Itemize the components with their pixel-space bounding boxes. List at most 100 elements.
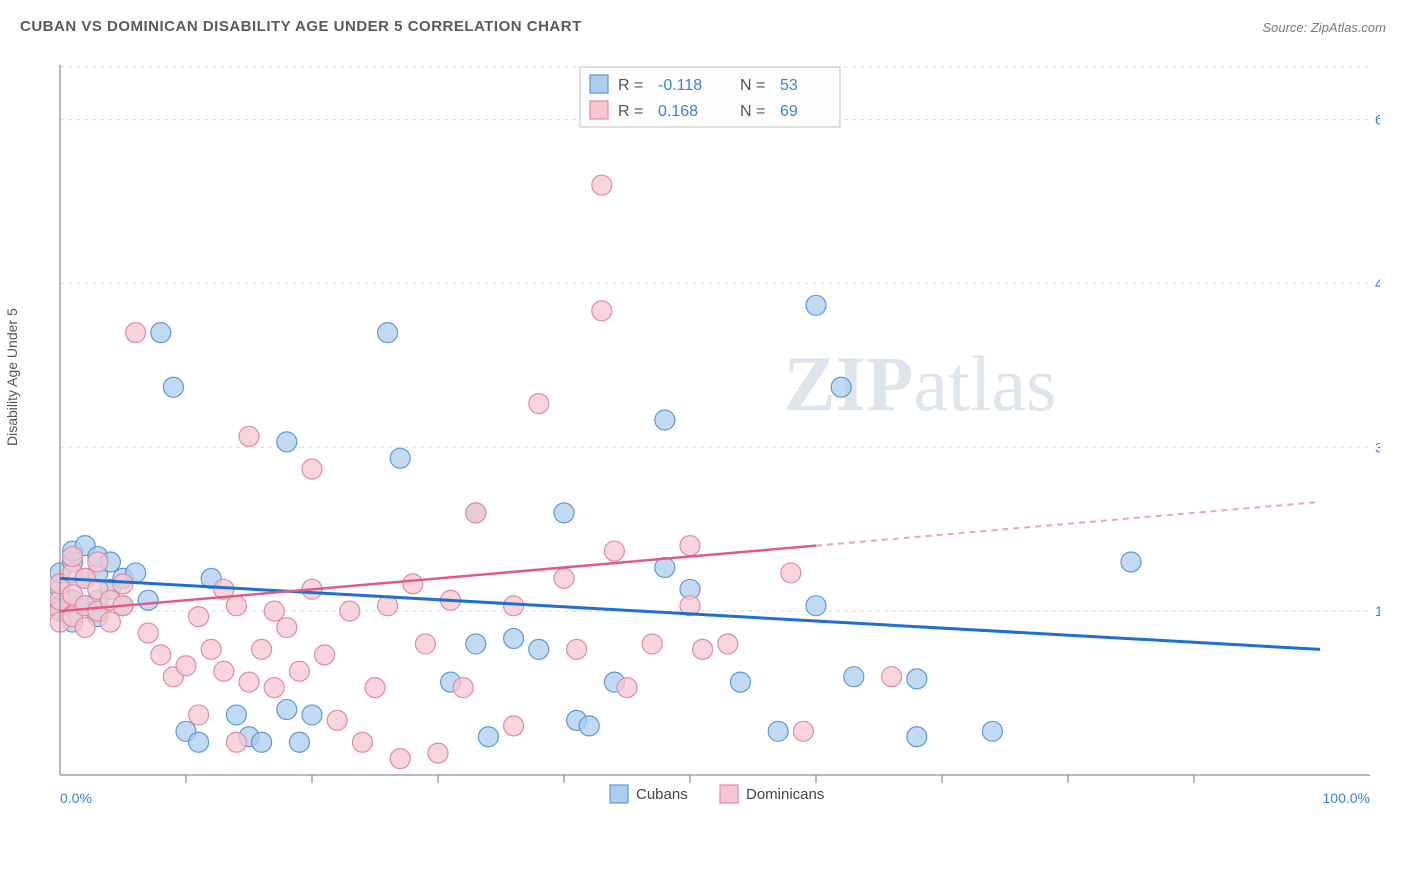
scatter-point <box>604 541 624 561</box>
trend-line-dominicans <box>60 546 816 612</box>
scatter-point <box>554 568 574 588</box>
scatter-point <box>768 721 788 741</box>
scatter-point <box>226 732 246 752</box>
scatter-point <box>226 596 246 616</box>
trend-line-dominicans-extrapolated <box>816 502 1320 546</box>
scatter-point <box>126 323 146 343</box>
scatter-point <box>1121 552 1141 572</box>
scatter-point <box>151 645 171 665</box>
scatter-point <box>504 628 524 648</box>
scatter-point <box>415 634 435 654</box>
scatter-point <box>239 426 259 446</box>
scatter-point <box>529 394 549 414</box>
scatter-point <box>315 645 335 665</box>
scatter-point <box>151 323 171 343</box>
scatter-point <box>176 656 196 676</box>
scatter-point <box>289 661 309 681</box>
scatter-point <box>189 705 209 725</box>
scatter-point <box>617 678 637 698</box>
scatter-point <box>226 705 246 725</box>
scatter-point <box>189 607 209 627</box>
scatter-point <box>907 669 927 689</box>
scatter-point <box>806 295 826 315</box>
source-credit: Source: ZipAtlas.com <box>1262 20 1386 35</box>
svg-text:N =: N = <box>740 77 765 94</box>
scatter-point <box>252 732 272 752</box>
scatter-point <box>730 672 750 692</box>
plot-area: 1.5% 3.0% 4.5% 6.0% ZIPatlas 0.0% 100.0% R = -0.… <box>50 55 1380 815</box>
scatter-point <box>466 503 486 523</box>
legend-label-dominicans: Dominicans <box>746 786 824 803</box>
scatter-point <box>428 743 448 763</box>
scatter-point <box>378 323 398 343</box>
scatter-point <box>113 574 133 594</box>
scatter-point <box>554 503 574 523</box>
scatter-point <box>277 618 297 638</box>
scatter-point <box>189 732 209 752</box>
scatter-point <box>201 639 221 659</box>
scatter-point <box>302 705 322 725</box>
scatter-point <box>214 661 234 681</box>
scatter-point <box>340 601 360 621</box>
scatter-point <box>100 612 120 632</box>
svg-text:ZIPatlas: ZIPatlas <box>784 340 1057 427</box>
source-label: Source: <box>1262 20 1310 35</box>
scatter-point <box>403 574 423 594</box>
scatter-point <box>327 710 347 730</box>
scatter-plot-svg: 1.5% 3.0% 4.5% 6.0% ZIPatlas 0.0% 100.0% R = -0.… <box>50 55 1380 815</box>
scatter-point <box>138 623 158 643</box>
svg-text:4.5%: 4.5% <box>1375 275 1380 291</box>
svg-text:R =: R = <box>618 103 643 120</box>
svg-text:R =: R = <box>618 77 643 94</box>
scatter-point <box>718 634 738 654</box>
y-axis-label: Disability Age Under 5 <box>4 308 20 446</box>
svg-text:0.168: 0.168 <box>658 103 698 120</box>
scatter-point <box>642 634 662 654</box>
scatter-point <box>982 721 1002 741</box>
scatter-point <box>529 639 549 659</box>
scatter-point <box>592 175 612 195</box>
scatter-point <box>504 716 524 736</box>
scatter-point <box>592 301 612 321</box>
scatter-point <box>289 732 309 752</box>
scatter-point <box>302 459 322 479</box>
svg-text:53: 53 <box>780 77 798 94</box>
scatter-point <box>390 749 410 769</box>
scatter-point <box>466 634 486 654</box>
legend-swatch-cubans <box>610 785 628 803</box>
scatter-point <box>277 699 297 719</box>
scatter-point <box>453 678 473 698</box>
scatter-point <box>138 590 158 610</box>
scatter-point <box>75 618 95 638</box>
scatter-point <box>264 678 284 698</box>
svg-text:-0.118: -0.118 <box>658 77 702 94</box>
scatter-point <box>844 667 864 687</box>
scatter-point <box>781 563 801 583</box>
scatter-point <box>655 410 675 430</box>
scatter-point <box>579 716 599 736</box>
scatter-point <box>163 377 183 397</box>
svg-text:6.0%: 6.0% <box>1375 112 1380 128</box>
scatter-point <box>63 547 83 567</box>
svg-text:0.0%: 0.0% <box>60 790 92 806</box>
scatter-point <box>907 727 927 747</box>
svg-text:1.5%: 1.5% <box>1375 603 1380 619</box>
chart-title: CUBAN VS DOMINICAN DISABILITY AGE UNDER … <box>20 18 582 35</box>
scatter-point <box>252 639 272 659</box>
scatter-point <box>680 536 700 556</box>
scatter-point <box>806 596 826 616</box>
source-name: ZipAtlas.com <box>1311 20 1386 35</box>
scatter-point <box>277 432 297 452</box>
scatter-point <box>352 732 372 752</box>
scatter-point <box>793 721 813 741</box>
scatter-point <box>365 678 385 698</box>
svg-text:3.0%: 3.0% <box>1375 439 1380 455</box>
scatter-point <box>264 601 284 621</box>
scatter-point <box>567 639 587 659</box>
svg-text:100.0%: 100.0% <box>1323 790 1370 806</box>
scatter-point <box>882 667 902 687</box>
scatter-point <box>693 639 713 659</box>
svg-text:N =: N = <box>740 103 765 120</box>
scatter-point <box>390 448 410 468</box>
scatter-point <box>478 727 498 747</box>
